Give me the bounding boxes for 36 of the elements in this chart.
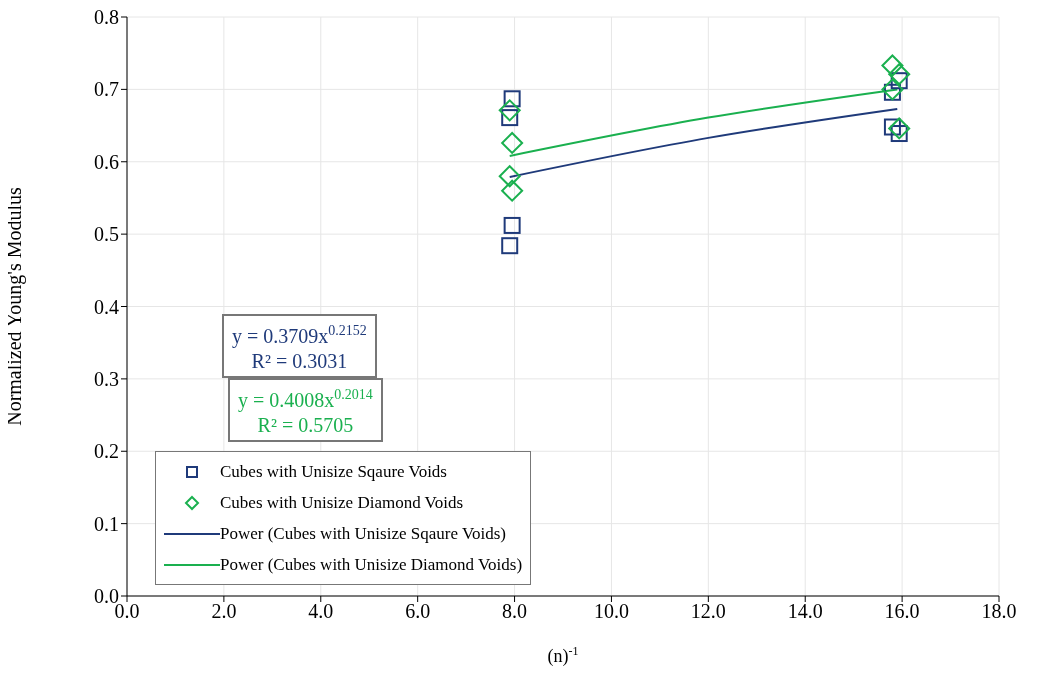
annotation: y = 0.4008x$^{0.2014}$ R² = 0.5705 [238, 387, 373, 436]
x-tick-label: 10.0 [593, 600, 629, 623]
point [881, 78, 904, 101]
point [503, 90, 521, 108]
y-tick-label: 0.4 [94, 295, 119, 318]
point [888, 117, 911, 140]
y-tick-label: 0.5 [94, 223, 119, 246]
point [888, 63, 911, 86]
point [881, 54, 904, 77]
y-tick-label: 0.7 [94, 78, 119, 101]
x-tick-label: 6.0 [405, 600, 431, 623]
x-axis-title: (n)$^{-1}$ [547, 644, 579, 667]
x-tick-label: 2.0 [211, 600, 237, 623]
legend-label: Cubes with Unisize Sqaure Voids [220, 461, 447, 482]
point [498, 99, 521, 122]
y-tick-label: 0.8 [94, 6, 119, 29]
x-tick-label: 12.0 [690, 600, 726, 623]
x-tick-label: 4.0 [308, 600, 334, 623]
y-tick-label: 0.2 [94, 440, 119, 463]
annotation: y = 0.3709x$^{0.2152}$ R² = 0.3031 [232, 323, 367, 372]
point [501, 179, 524, 202]
point [503, 216, 521, 234]
y-tick-label: 0.1 [94, 512, 119, 535]
point [501, 131, 524, 154]
legend-label: Cubes with Unisize Diamond Voids [220, 492, 464, 513]
x-tick-label: 8.0 [502, 600, 528, 623]
point [498, 165, 521, 188]
x-tick-label: 18.0 [981, 600, 1017, 623]
x-tick-label: 14.0 [787, 600, 823, 623]
y-axis-title: Normalized Young's Modulus [3, 186, 27, 426]
legend-label: Power (Cubes with Unisize Diamond Voids) [220, 554, 523, 575]
x-tick-label: 16.0 [884, 600, 920, 623]
legend-label: Power (Cubes with Unisize Sqaure Voids) [220, 523, 506, 544]
y-tick-label: 0.6 [94, 150, 119, 173]
point [501, 237, 519, 255]
y-tick-label: 0.3 [94, 367, 119, 390]
